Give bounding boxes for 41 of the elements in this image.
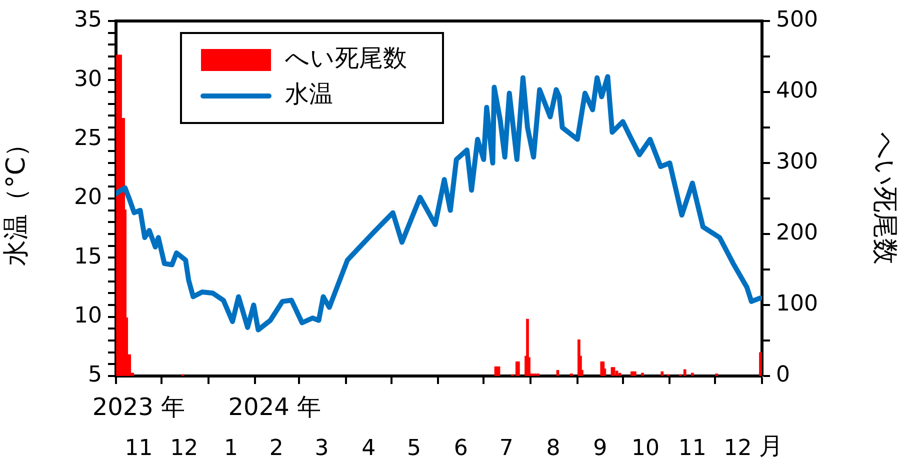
bar — [660, 371, 664, 376]
bar — [759, 352, 762, 376]
x-tick-label: 11 — [124, 436, 153, 461]
y2-tick-label: 300 — [776, 150, 818, 175]
x-tick-label: 3 — [314, 436, 329, 461]
y2-tick-label: 200 — [776, 220, 818, 246]
x-tick-label: 9 — [593, 436, 608, 461]
bar — [556, 370, 560, 376]
bar — [690, 372, 694, 376]
y-tick-label: 5 — [88, 362, 102, 388]
y2-axis-title: へい死尾数 — [870, 132, 900, 264]
x-tick-label: 8 — [546, 436, 560, 461]
y-tick-label: 20 — [74, 185, 102, 210]
text: 2023 年 — [92, 393, 186, 422]
x-tick-label: 1 — [224, 436, 238, 461]
text: 2024 年 — [228, 393, 322, 422]
y-tick-label: 35 — [74, 8, 102, 33]
y-axis-title: 水温（°C） — [1, 130, 32, 266]
bar — [683, 369, 686, 376]
y-tick-label: 15 — [74, 244, 102, 270]
bar — [641, 372, 644, 376]
x-tick-label: 6 — [454, 436, 468, 461]
x-tick-label: 12 — [170, 436, 198, 461]
legend-label: 水温 — [285, 80, 333, 108]
y-tick-label: 10 — [74, 304, 102, 329]
x-tick-label: 2 — [269, 436, 284, 461]
y2-tick-label: 100 — [776, 292, 818, 317]
x-axis-title: 月 — [759, 432, 784, 460]
x-tick-label: 10 — [632, 436, 660, 461]
x-tick-label: 7 — [499, 436, 514, 461]
bar — [615, 370, 618, 376]
x-tick-label: 11 — [678, 436, 706, 461]
y2-tick-label: 0 — [776, 362, 790, 388]
x-tick-label: 4 — [362, 436, 376, 461]
y-tick-label: 30 — [74, 66, 102, 92]
x-tick-label: 5 — [407, 436, 422, 461]
y2-tick-label: 400 — [776, 78, 818, 104]
legend-label: へい死尾数 — [285, 44, 407, 72]
y2-tick-label: 500 — [776, 8, 818, 33]
y-tick-label: 25 — [74, 126, 102, 152]
x-tick-label: 12 — [724, 436, 752, 461]
